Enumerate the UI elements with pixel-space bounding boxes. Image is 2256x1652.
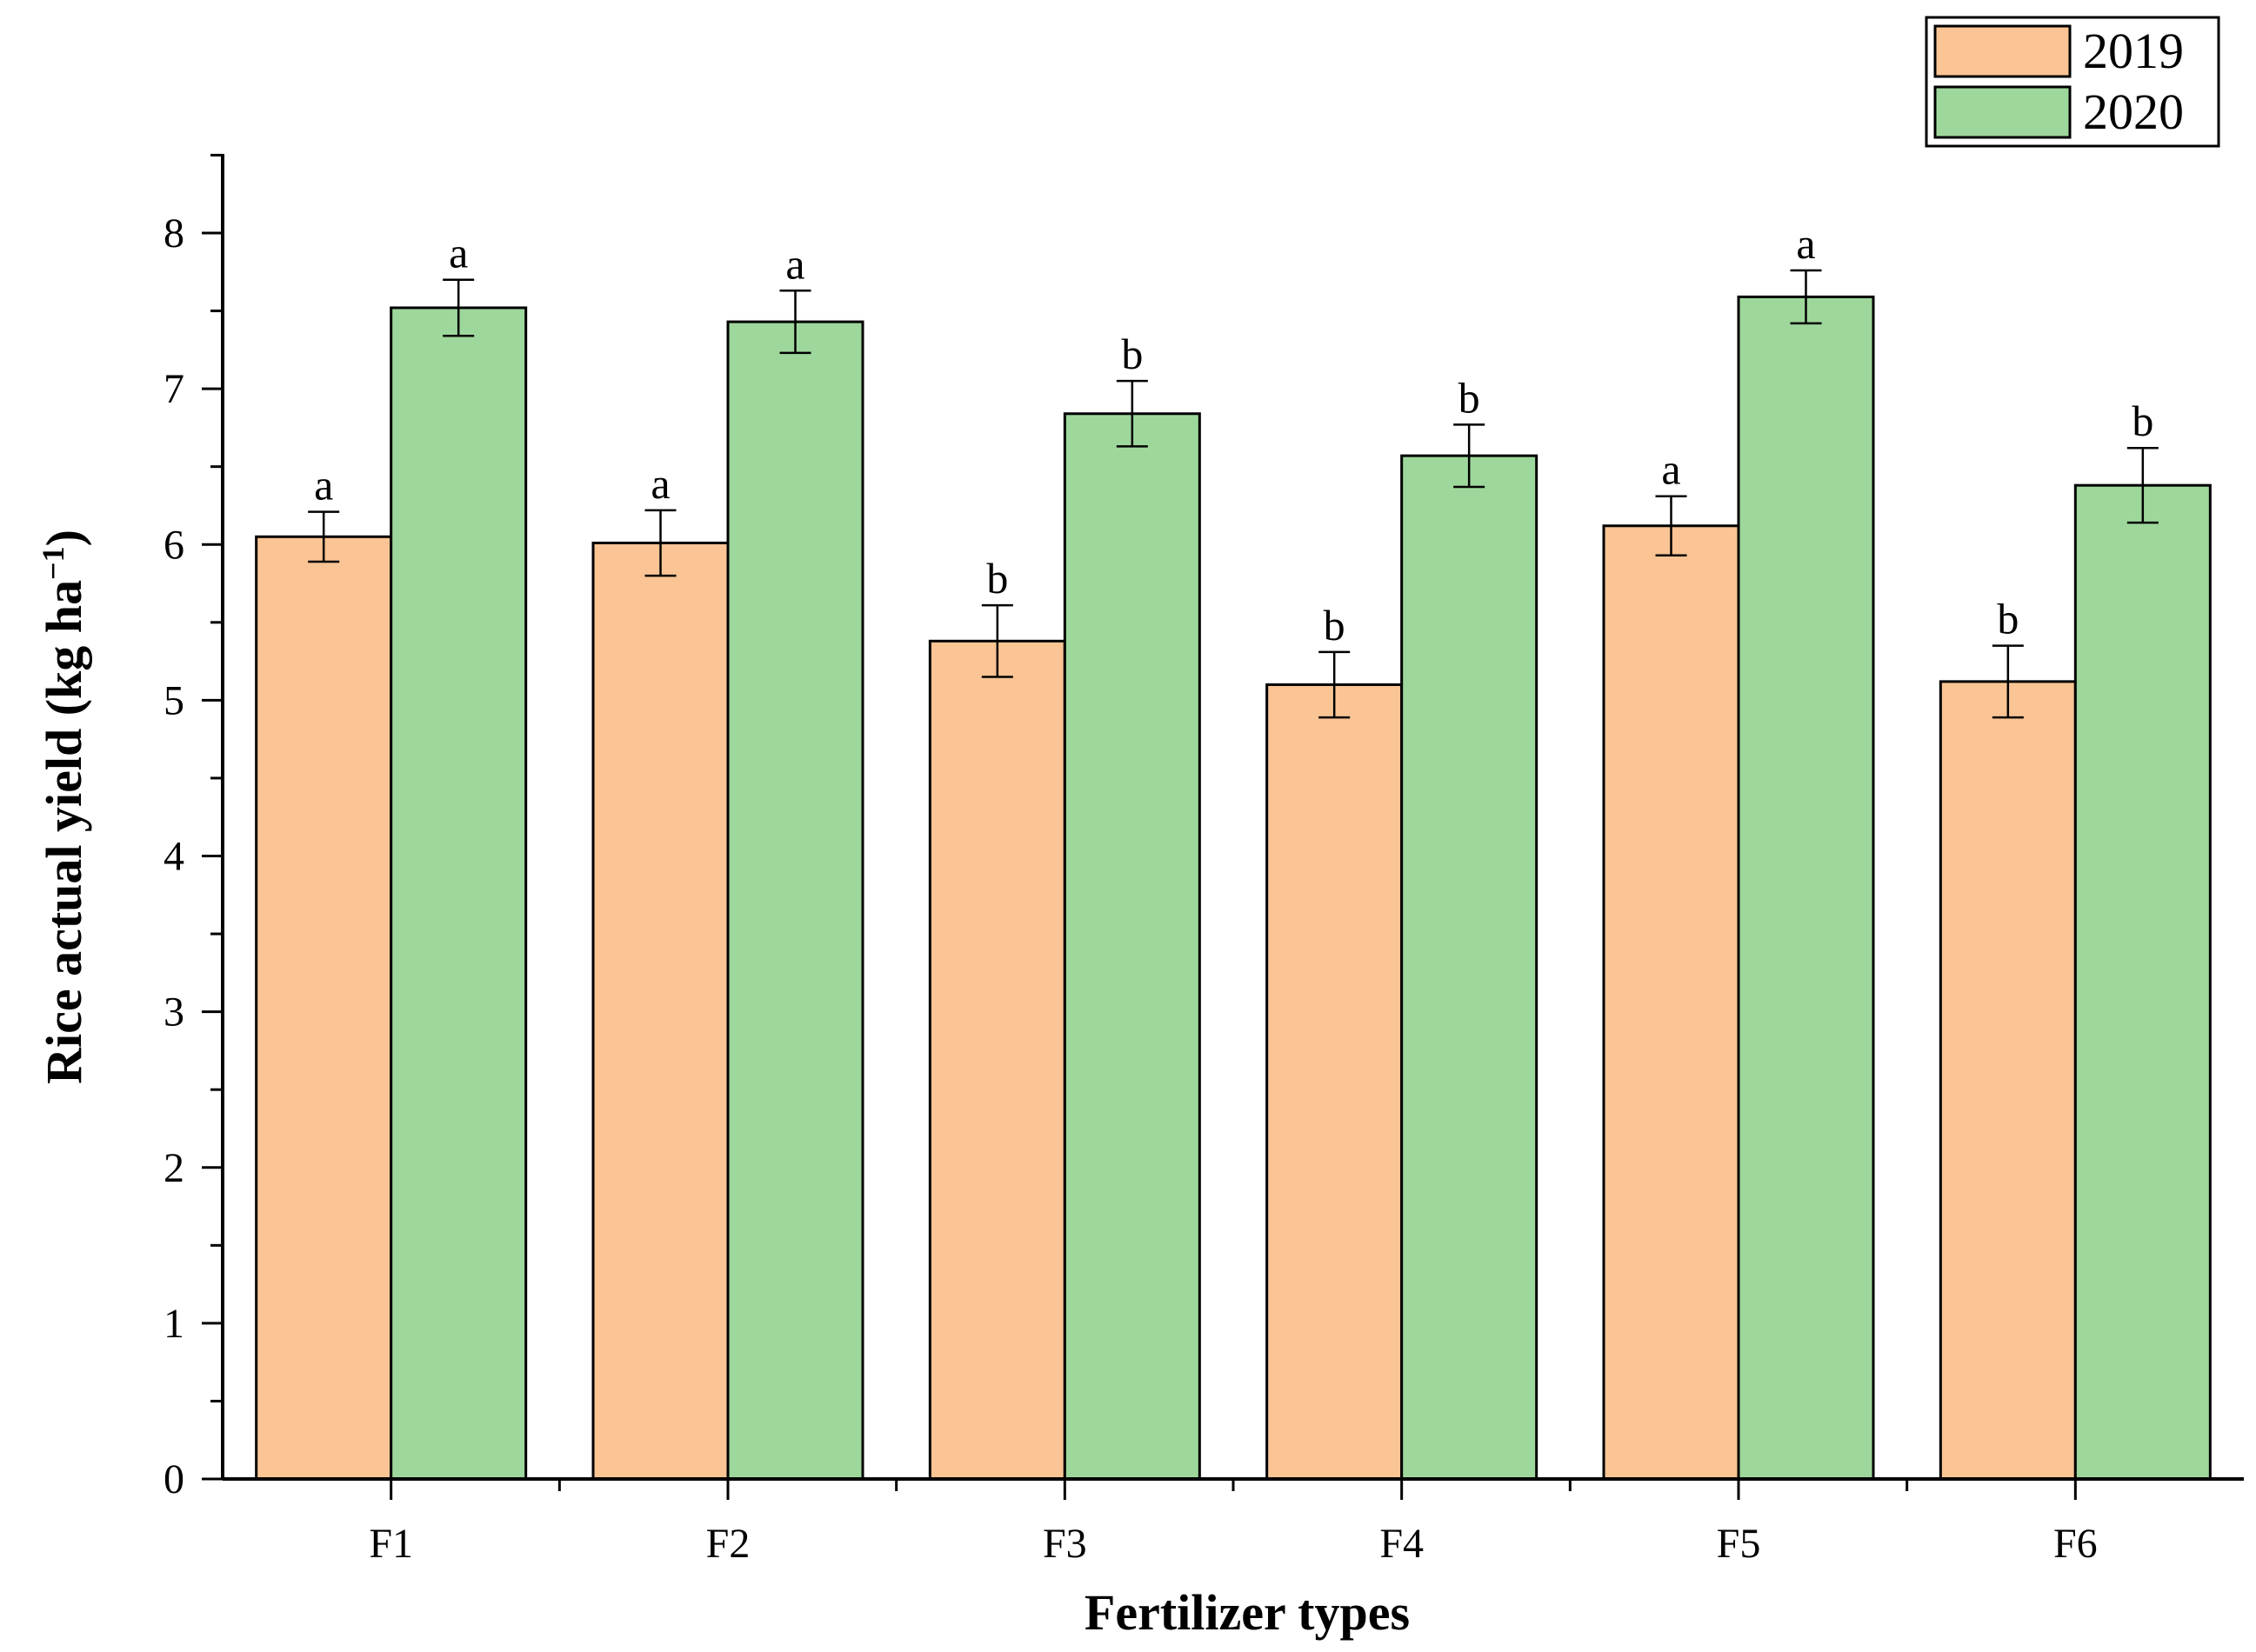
x-tick-label-F4: F4 bbox=[1379, 1521, 1424, 1567]
significance-label-2020-F6: b bbox=[2132, 396, 2153, 445]
bar-2019-F5 bbox=[1602, 524, 1740, 1481]
error-bar-2020-F5 bbox=[1790, 269, 1822, 325]
significance-label-2019-F5: a bbox=[1661, 445, 1680, 494]
bars-layer bbox=[255, 295, 2212, 1481]
bar-2019-F4 bbox=[1265, 683, 1404, 1481]
y-axis-title-main: Rice actual yield (kg ha bbox=[36, 580, 92, 1084]
significance-labels-layer: a a a a b b b b a a b b bbox=[314, 219, 2153, 649]
significance-label-2019-F4: b bbox=[1324, 601, 1345, 649]
y-tick-label: 7 bbox=[164, 366, 184, 412]
error-bar-2020-F3 bbox=[1116, 379, 1148, 448]
x-tick-label-F2: F2 bbox=[706, 1521, 751, 1567]
significance-label-2020-F1: a bbox=[449, 229, 468, 277]
legend-label-2019: 2019 bbox=[2083, 23, 2184, 79]
bar-2020-F1 bbox=[390, 306, 528, 1481]
bar-2019-F6 bbox=[1939, 680, 2077, 1481]
error-bar-2020-F2 bbox=[779, 290, 811, 355]
y-tick-label: 3 bbox=[164, 989, 184, 1036]
error-bar-2019-F6 bbox=[1992, 644, 2024, 719]
error-bar-2019-F1 bbox=[308, 510, 340, 563]
error-bar-2019-F3 bbox=[981, 603, 1013, 678]
bar-2020-F4 bbox=[1400, 454, 1538, 1481]
y-axis-title: Rice actual yield (kg ha−1) bbox=[36, 530, 92, 1084]
significance-label-2019-F1: a bbox=[314, 461, 333, 510]
bar-2019-F1 bbox=[255, 535, 393, 1481]
x-tick-label-F1: F1 bbox=[369, 1521, 413, 1567]
error-bar-2019-F2 bbox=[644, 509, 677, 577]
bar-2020-F6 bbox=[2073, 483, 2212, 1481]
y-tick-label: 8 bbox=[164, 210, 184, 256]
error-bar-2020-F6 bbox=[2126, 446, 2159, 524]
ticks-layer: F1 F2 F3 F4 F5 F6 0 1 2 3 4 5 6 7 8 bbox=[164, 153, 2098, 1567]
y-tick-label: 2 bbox=[164, 1145, 184, 1191]
y-tick-label: 6 bbox=[164, 522, 184, 568]
significance-label-2020-F4: b bbox=[1458, 373, 1480, 422]
error-bar-2020-F4 bbox=[1453, 423, 1485, 489]
x-tick-label-F6: F6 bbox=[2053, 1521, 2098, 1567]
x-tick-label-F5: F5 bbox=[1717, 1521, 1761, 1567]
significance-label-2019-F2: a bbox=[651, 459, 670, 508]
bar-2019-F2 bbox=[591, 541, 730, 1481]
bar-2020-F5 bbox=[1737, 295, 1875, 1481]
bar-2019-F3 bbox=[928, 639, 1066, 1481]
bar-2020-F3 bbox=[1063, 412, 1201, 1481]
legend-swatch-2020 bbox=[1933, 85, 2072, 139]
y-tick-label: 1 bbox=[164, 1301, 184, 1347]
bar-2020-F2 bbox=[726, 320, 864, 1481]
y-axis-title-close: ) bbox=[36, 530, 92, 546]
x-tick-label-F3: F3 bbox=[1043, 1521, 1087, 1567]
legend-label-2020: 2020 bbox=[2083, 83, 2184, 140]
y-axis-title-superscript: −1 bbox=[36, 546, 70, 580]
significance-label-2020-F2: a bbox=[785, 239, 804, 288]
significance-label-2020-F3: b bbox=[1121, 330, 1143, 378]
error-bar-2020-F1 bbox=[443, 278, 475, 337]
error-bar-2019-F4 bbox=[1318, 650, 1351, 719]
y-tick-label: 5 bbox=[164, 677, 184, 723]
significance-label-2019-F6: b bbox=[1997, 595, 2019, 643]
error-bars-layer bbox=[308, 269, 2159, 719]
legend-swatch-2019 bbox=[1933, 24, 2072, 78]
error-bar-2019-F5 bbox=[1655, 495, 1687, 557]
y-tick-label: 4 bbox=[164, 834, 184, 880]
y-tick-label: 0 bbox=[164, 1456, 184, 1502]
significance-label-2019-F3: b bbox=[986, 554, 1008, 603]
significance-label-2020-F5: a bbox=[1796, 219, 1815, 268]
x-axis-title: Fertilizer types bbox=[1085, 1584, 1410, 1641]
